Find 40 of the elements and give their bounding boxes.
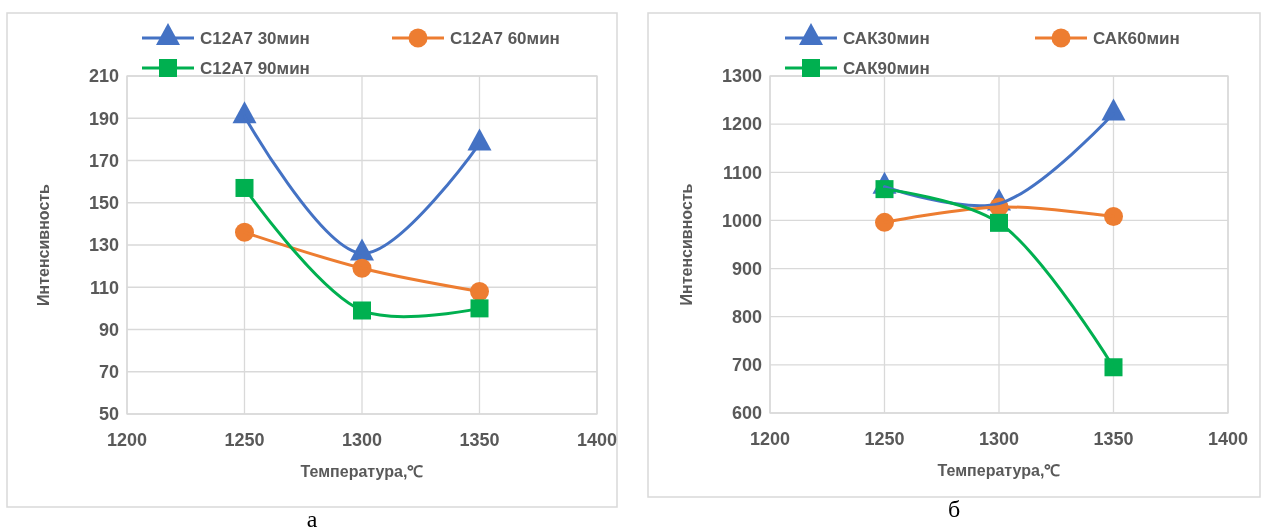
y-tick-label: 1000 — [721, 210, 762, 231]
legend-label: САК30мин — [843, 28, 930, 48]
x-tick-label: 1300 — [341, 430, 383, 450]
point — [470, 299, 489, 318]
text: б — [947, 496, 961, 522]
y-tick-label: 90 — [98, 319, 119, 340]
y-tick-label: 1100 — [722, 162, 762, 183]
y-tick-label: 190 — [88, 108, 119, 129]
y-tick-label: 70 — [98, 362, 119, 383]
x-tick-label: 1300 — [978, 429, 1020, 449]
x-tick-label: 1350 — [459, 430, 500, 450]
legend-label: C12A7 90мин — [200, 58, 310, 78]
y-tick-label: 600 — [731, 403, 762, 424]
y-tick-label: 130 — [88, 235, 119, 256]
legend-label: САК60мин — [1093, 28, 1180, 48]
legend-label: C12A7 60мин — [450, 28, 560, 48]
x-tick-label: 1250 — [864, 429, 905, 449]
y-tick-label: 210 — [88, 66, 119, 87]
y-tick-label: 700 — [731, 355, 762, 376]
y-tick-label: 800 — [731, 307, 762, 328]
x-axis-title: Температура,℃ — [937, 462, 1061, 479]
y-axis-title: Интенсивность — [678, 183, 695, 306]
y-tick-label: 150 — [88, 193, 119, 214]
y-tick-label: 110 — [89, 277, 119, 298]
y-tick-label: 170 — [88, 150, 119, 171]
legend-label: САК90мин — [843, 58, 930, 78]
x-tick-label: 1250 — [224, 430, 265, 450]
y-tick-label: 1200 — [721, 114, 762, 135]
y-tick-label: 50 — [98, 404, 119, 425]
x-tick-label: 1400 — [576, 430, 618, 450]
x-tick-label: 1200 — [749, 429, 791, 449]
x-tick-label: 1400 — [1207, 429, 1249, 449]
y-tick-label: 1300 — [721, 66, 762, 87]
x-axis-title: Температура,℃ — [300, 463, 424, 480]
y-tick-label: 900 — [731, 258, 762, 279]
point — [467, 128, 492, 151]
legend-label: C12A7 30мин — [200, 28, 310, 48]
y-axis-title: Интенсивность — [35, 183, 52, 306]
x-tick-label: 1350 — [1093, 429, 1134, 449]
text: а — [306, 506, 318, 532]
